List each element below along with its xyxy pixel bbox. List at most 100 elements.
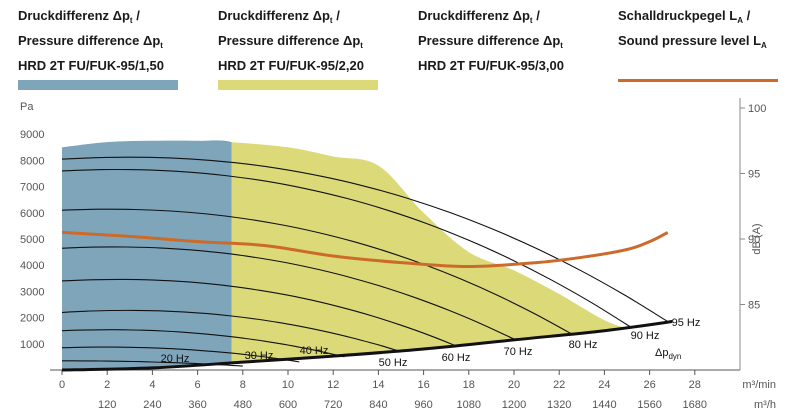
x2-tick-label: 840 — [369, 399, 387, 411]
legend-line-de: Druckdifferenz Δp — [218, 8, 330, 23]
x-axis-unit: m³/min — [742, 379, 776, 391]
legend-line-de: Druckdifferenz Δp — [18, 8, 130, 23]
x2-axis-unit: m³/h — [754, 399, 776, 411]
x2-tick-label: 240 — [143, 399, 161, 411]
legend-model-name: HRD 2T FU/FUK-95/3,00 — [418, 58, 564, 73]
speed-curve — [61, 278, 458, 347]
speed-curve — [61, 329, 345, 358]
x2-tick-label: 120 — [98, 399, 116, 411]
speed-label: 60 Hz — [442, 352, 471, 364]
x-tick-label: 8 — [240, 379, 246, 391]
legend-line-en: Sound pressure level L — [618, 33, 762, 48]
y2-tick-label: 90 — [748, 234, 760, 246]
x-tick-label: 18 — [463, 379, 475, 391]
speed-curve — [61, 246, 515, 340]
dynamic-pressure-subscript: dyn — [668, 352, 681, 361]
speed-curve — [61, 346, 300, 363]
speed-curve — [61, 208, 571, 334]
legend-model-name: HRD 2T FU/FUK-95/2,20 — [218, 58, 364, 73]
legend-slash: / — [132, 8, 140, 23]
speed-label: 50 Hz — [379, 357, 408, 369]
legend-swatch-model-150 — [18, 80, 178, 90]
x-tick-label: 4 — [149, 379, 155, 391]
x2-tick-label: 360 — [188, 399, 206, 411]
legend-subscript: t — [529, 16, 533, 25]
speed-label: 80 Hz — [569, 339, 598, 351]
x-tick-label: 24 — [598, 379, 610, 391]
legend-model-name: HRD 2T FU/FUK-95/1,50 — [18, 58, 164, 73]
y-tick-label: 9000 — [20, 129, 44, 141]
legend-item-sound-level: Schalldruckpegel LA / Sound pressure lev… — [618, 6, 767, 56]
legend-subscript: t — [560, 41, 563, 50]
y-axis-unit: Pa — [20, 101, 34, 113]
y-tick-label: 7000 — [20, 182, 44, 194]
y-tick-label: 1000 — [20, 339, 44, 351]
y-tick-label: 2000 — [20, 313, 44, 325]
legend-slash: / — [532, 8, 540, 23]
y-tick-label: 8000 — [20, 155, 44, 167]
speed-label: 70 Hz — [504, 346, 533, 358]
y2-tick-label: 85 — [748, 300, 760, 312]
legend-item-model-150: Druckdifferenz Δpt / Pressure difference… — [18, 6, 164, 76]
legend-subscript: A — [761, 41, 767, 50]
speed-curve — [61, 156, 668, 322]
x-tick-label: 28 — [689, 379, 701, 391]
legend-subscript: t — [360, 41, 363, 50]
speed-label: 40 Hz — [300, 345, 329, 357]
x2-tick-label: 720 — [324, 399, 342, 411]
dynamic-pressure-line — [61, 320, 673, 372]
y-tick-label: 5000 — [20, 234, 44, 246]
legend-subscript: t — [329, 16, 333, 25]
legend-slash: / — [332, 8, 340, 23]
legend-swatch-model-300 — [418, 80, 578, 90]
legend-line-en: Pressure difference Δp — [218, 33, 361, 48]
x2-tick-label: 1080 — [457, 399, 481, 411]
x2-tick-label: 1440 — [592, 399, 616, 411]
dynamic-pressure-label: Δpdyn — [655, 347, 681, 361]
sound-level-line — [61, 230, 669, 269]
x2-tick-label: 1200 — [502, 399, 526, 411]
x-tick-label: 20 — [508, 379, 520, 391]
legend-line-en: Pressure difference Δp — [18, 33, 161, 48]
legend-slash: / — [742, 8, 751, 23]
x2-tick-label: 1680 — [683, 399, 707, 411]
y2-tick-label: 95 — [748, 169, 760, 181]
legend-subscript: t — [160, 41, 163, 50]
legend-subscript: A — [737, 16, 743, 25]
x2-tick-label: 1560 — [637, 399, 661, 411]
x2-tick-label: 1320 — [547, 399, 571, 411]
x2-tick-label: 600 — [279, 399, 297, 411]
x-tick-label: 12 — [327, 379, 339, 391]
speed-label: 20 Hz — [161, 353, 190, 365]
x2-tick-label: 960 — [414, 399, 432, 411]
y-tick-label: 3000 — [20, 286, 44, 298]
x-tick-label: 10 — [282, 379, 294, 391]
x-tick-label: 26 — [643, 379, 655, 391]
legend: Druckdifferenz Δpt / Pressure difference… — [0, 6, 788, 96]
y2-tick-label: 100 — [748, 103, 766, 115]
legend-item-model-300: Druckdifferenz Δpt / Pressure difference… — [418, 6, 564, 76]
speed-label: 90 Hz — [631, 330, 660, 342]
x-tick-label: 14 — [372, 379, 384, 391]
speed-label: 30 Hz — [245, 350, 274, 362]
speed-label: 95 Hz — [672, 317, 701, 329]
y2-axis-label: dB (A) — [751, 223, 763, 254]
speed-curve — [61, 168, 632, 329]
legend-swatch-model-220 — [218, 80, 378, 90]
legend-swatch-sound-level — [618, 79, 778, 82]
y-tick-label: 4000 — [20, 260, 44, 272]
area-model-220 — [231, 142, 632, 363]
legend-line-de: Druckdifferenz Δp — [418, 8, 530, 23]
x-tick-label: 0 — [59, 379, 65, 391]
legend-subscript: t — [129, 16, 133, 25]
x-tick-label: 2 — [104, 379, 110, 391]
x2-tick-label: 480 — [234, 399, 252, 411]
speed-curve — [61, 309, 402, 353]
x-tick-label: 22 — [553, 379, 565, 391]
x-tick-label: 16 — [417, 379, 429, 391]
y-tick-label: 6000 — [20, 208, 44, 220]
legend-line-de: Schalldruckpegel L — [618, 8, 738, 23]
legend-item-model-220: Druckdifferenz Δpt / Pressure difference… — [218, 6, 364, 76]
legend-line-en: Pressure difference Δp — [418, 33, 561, 48]
